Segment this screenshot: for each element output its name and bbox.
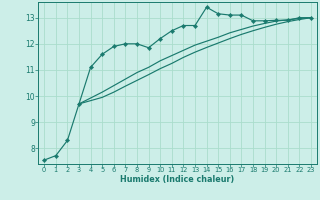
X-axis label: Humidex (Indice chaleur): Humidex (Indice chaleur) (120, 175, 235, 184)
